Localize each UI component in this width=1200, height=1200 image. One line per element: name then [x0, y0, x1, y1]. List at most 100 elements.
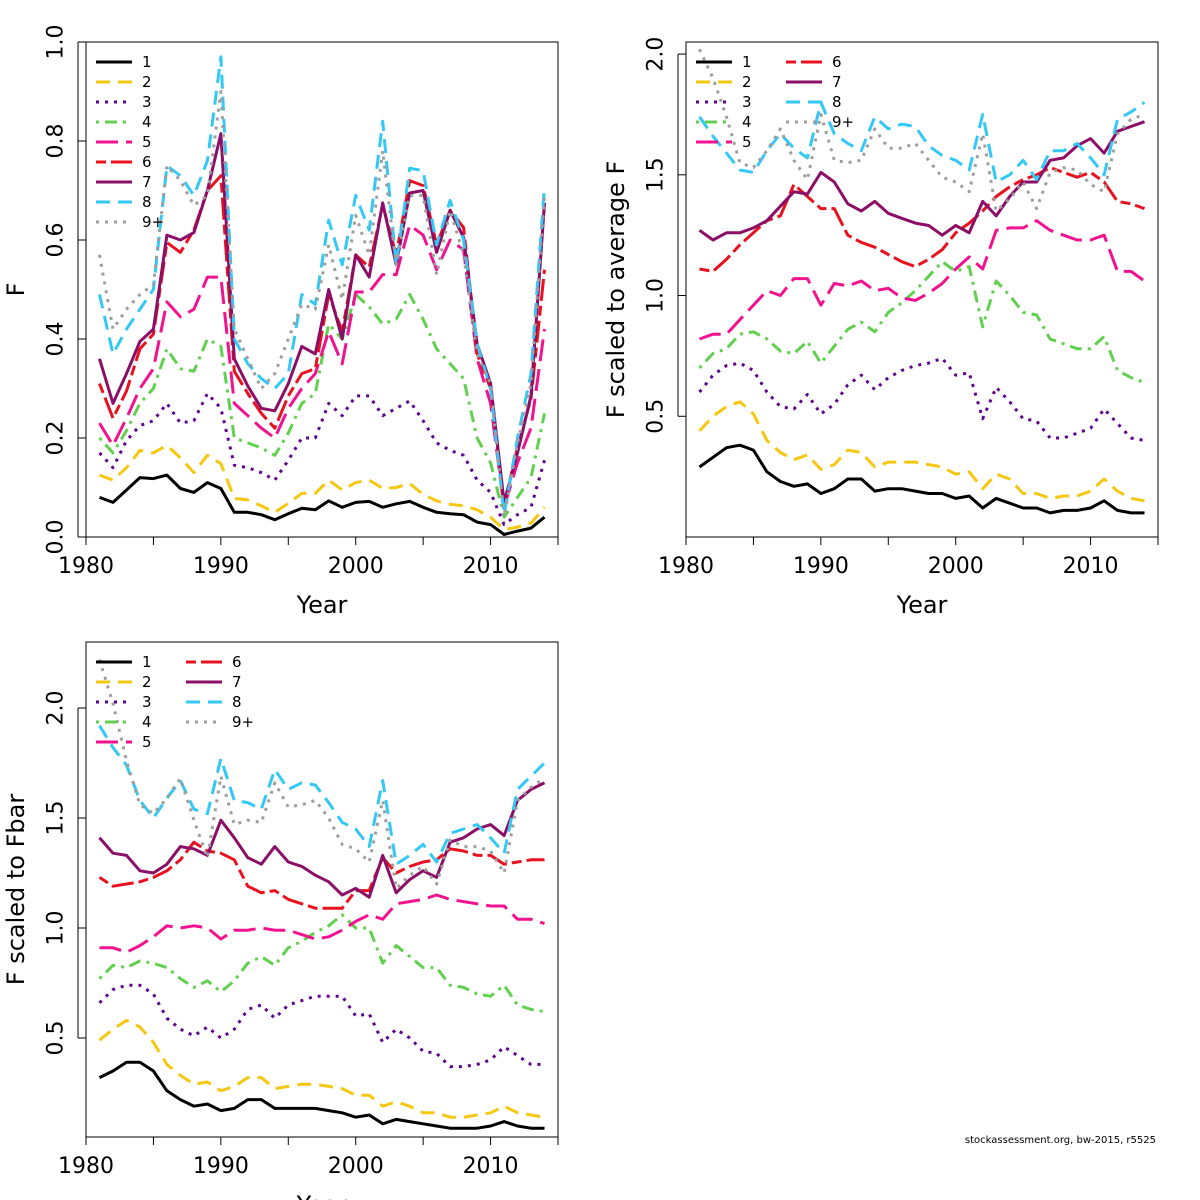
- y-tick-label: 0.0: [44, 520, 69, 555]
- plot-frame: [685, 41, 1159, 538]
- legend-label: 8: [832, 93, 842, 111]
- series-line-4: [98, 293, 546, 519]
- y-tick-label: 0.2: [44, 421, 69, 456]
- y-axis: 0.5 1.0 1.5 2.0: [644, 37, 686, 434]
- y-axis-title: F scaled to Fbar: [2, 794, 30, 986]
- legend-label: 4: [142, 713, 152, 731]
- legend-label: 1: [142, 653, 152, 671]
- series-line-8: [98, 724, 546, 866]
- legend-label: 7: [232, 673, 242, 691]
- series-line-5: [698, 219, 1146, 341]
- legend-label: 5: [142, 133, 152, 151]
- y-tick-label: 1.0: [44, 911, 69, 946]
- legend-label: 6: [142, 153, 152, 171]
- x-tick-label: 1980: [58, 554, 114, 579]
- series-line-8: [698, 100, 1146, 184]
- x-axis: 1980 1990 2000 2010: [58, 536, 559, 579]
- plot-frame: [85, 641, 559, 1138]
- series-line-8: [98, 55, 546, 517]
- legend-label: 5: [142, 733, 152, 751]
- y-tick-label: 1.0: [44, 25, 69, 60]
- x-tick-label: 2000: [328, 554, 384, 579]
- y-tick-label: 2.0: [44, 691, 69, 726]
- chart-panel-1: 1980 1990 2000 2010 0.0 0.2 0.4 0.6 0.8 1.0 Year F 1…: [2, 25, 559, 619]
- series-line-1: [98, 1060, 545, 1130]
- x-axis: 1980 1990 2000 2010: [58, 1136, 559, 1179]
- series-line-7: [98, 781, 546, 899]
- series-line-1: [98, 473, 546, 536]
- series-line-3: [98, 983, 545, 1069]
- legend-label: 1: [742, 53, 752, 71]
- series-line-1: [698, 443, 1145, 515]
- chart-panel-3: 1980 1990 2000 2010 0.5 1.0 1.5 2.0 Year F scaled…: [2, 641, 559, 1200]
- y-tick-label: 1.0: [644, 278, 669, 313]
- y-axis: 0.0 0.2 0.4 0.6 0.8 1.0: [44, 25, 86, 555]
- legend-label: 5: [742, 133, 752, 151]
- series-line-9plus: [98, 659, 546, 890]
- legend-label: 9+: [142, 213, 164, 231]
- legend-label: 1: [142, 53, 152, 71]
- x-tick-label: 2000: [928, 554, 984, 579]
- legend-label: 2: [142, 673, 152, 691]
- legend-label: 8: [232, 693, 242, 711]
- x-tick-label: 2000: [328, 1154, 384, 1179]
- x-tick-label: 1980: [58, 1154, 114, 1179]
- series-line-3: [698, 356, 1145, 442]
- series-line-4: [698, 260, 1146, 384]
- series-line-2: [98, 443, 546, 532]
- legend-label: 9+: [232, 713, 254, 731]
- y-tick-label: 0.8: [44, 124, 69, 159]
- legend: 1 2 3 4 5 6 7 8 9+: [96, 653, 254, 751]
- series-line-7: [98, 132, 546, 504]
- x-axis-title: Year: [296, 591, 348, 619]
- legend-label: 4: [742, 113, 752, 131]
- y-axis-title: F: [2, 283, 30, 297]
- series-line-4: [98, 913, 545, 1014]
- legend: 1 2 3 4 5 6 7 8 9+: [696, 53, 854, 151]
- y-tick-label: 0.4: [44, 322, 69, 357]
- legend-label: 3: [742, 93, 752, 111]
- legend-label: 2: [142, 73, 152, 91]
- series-line-2: [98, 1018, 545, 1119]
- x-tick-label: 1990: [193, 554, 249, 579]
- x-tick-label: 1990: [793, 554, 849, 579]
- legend-label: 3: [142, 693, 152, 711]
- x-axis-title: Year: [896, 591, 948, 619]
- legend-label: 7: [832, 73, 842, 91]
- y-axis-title: F scaled to average F: [602, 161, 630, 419]
- series-line-6: [699, 166, 1146, 273]
- y-tick-label: 1.5: [44, 801, 69, 836]
- legend-label: 7: [142, 173, 152, 191]
- x-tick-label: 2010: [463, 554, 519, 579]
- y-tick-label: 0.5: [644, 399, 669, 434]
- legend-label: 6: [232, 653, 242, 671]
- series-line-3: [98, 392, 546, 527]
- y-tick-label: 0.5: [44, 1021, 69, 1056]
- y-axis: 0.5 1.0 1.5 2.0: [44, 691, 86, 1056]
- series-line-5: [99, 893, 545, 954]
- x-axis: 1980 1990 2000 2010: [658, 536, 1159, 579]
- x-tick-label: 1980: [658, 554, 714, 579]
- y-tick-label: 0.6: [44, 223, 69, 258]
- legend: 1 2 3 4 5 6 7 8 9+: [96, 53, 164, 231]
- x-axis-title: Year: [296, 1191, 348, 1200]
- legend-label: 3: [142, 93, 152, 111]
- series-line-6: [98, 840, 545, 910]
- series-line-2: [698, 400, 1145, 503]
- series-line-7: [698, 120, 1146, 242]
- y-tick-label: 1.5: [644, 157, 669, 192]
- legend-label: 2: [742, 73, 752, 91]
- legend-label: 4: [142, 113, 152, 131]
- legend-label: 6: [832, 53, 842, 71]
- legend-label: 9+: [832, 113, 854, 131]
- series-line-9plus: [698, 48, 1146, 213]
- legend-label: 8: [142, 193, 152, 211]
- x-tick-label: 2010: [463, 1154, 519, 1179]
- x-tick-label: 1990: [193, 1154, 249, 1179]
- credit-text: stockassessment.org, bw-2015, r5525: [965, 1135, 1156, 1146]
- series-line-9plus: [98, 90, 546, 519]
- y-tick-label: 2.0: [644, 37, 669, 72]
- plot-frame: [85, 41, 559, 538]
- chart-panel-2: 1980 1990 2000 2010 0.5 1.0 1.5 2.0 Year F scaled…: [602, 37, 1159, 619]
